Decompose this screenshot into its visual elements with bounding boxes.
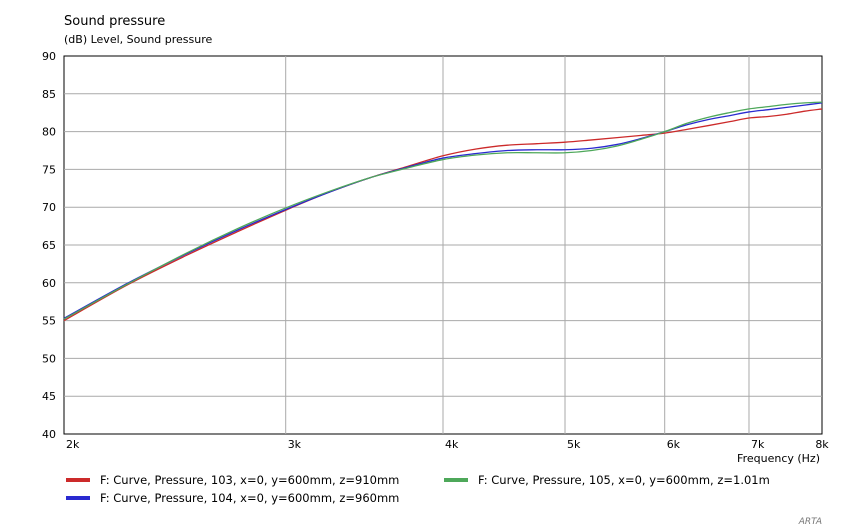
x-tick-label: 6k xyxy=(667,438,681,451)
y-tick-label: 50 xyxy=(42,352,56,365)
x-tick-label: 8k xyxy=(815,438,829,451)
legend-label-103: F: Curve, Pressure, 103, x=0, y=600mm, z… xyxy=(100,473,399,487)
y-tick-labels: 40 45 50 55 60 65 70 75 80 85 90 xyxy=(42,50,56,441)
y-tick-label: 40 xyxy=(42,428,56,441)
grid xyxy=(64,56,822,434)
x-tick-label: 7k xyxy=(751,438,765,451)
y-tick-label: 90 xyxy=(42,50,56,63)
y-tick-label: 80 xyxy=(42,126,56,139)
series-line-1 xyxy=(63,108,823,322)
legend-label-104: F: Curve, Pressure, 104, x=0, y=600mm, z… xyxy=(100,491,399,505)
y-tick-label: 65 xyxy=(42,239,56,252)
x-tick-label: 4k xyxy=(445,438,459,451)
y-tick-label: 45 xyxy=(42,390,56,403)
legend-label-105: F: Curve, Pressure, 105, x=0, y=600mm, z… xyxy=(478,473,770,487)
x-tick-label: 5k xyxy=(567,438,581,451)
series-lines xyxy=(63,101,823,322)
x-tick-labels: 2k 3k 4k 5k 6k 7k 8k xyxy=(66,438,829,451)
watermark: ARTA xyxy=(798,517,822,527)
series-line-2 xyxy=(63,102,823,319)
y-tick-label: 55 xyxy=(42,315,56,328)
y-tick-label: 75 xyxy=(42,163,56,176)
y-axis-label: (dB) Level, Sound pressure xyxy=(64,33,213,46)
legend: F: Curve, Pressure, 103, x=0, y=600mm, z… xyxy=(66,473,770,505)
x-axis-label: Frequency (Hz) xyxy=(737,452,820,465)
x-tick-label: 3k xyxy=(288,438,302,451)
chart-title: Sound pressure xyxy=(64,14,165,29)
y-tick-label: 85 xyxy=(42,88,56,101)
y-tick-label: 60 xyxy=(42,277,56,290)
x-tick-label: 2k xyxy=(66,438,80,451)
y-tick-label: 70 xyxy=(42,201,56,214)
series-line-3 xyxy=(63,101,823,320)
